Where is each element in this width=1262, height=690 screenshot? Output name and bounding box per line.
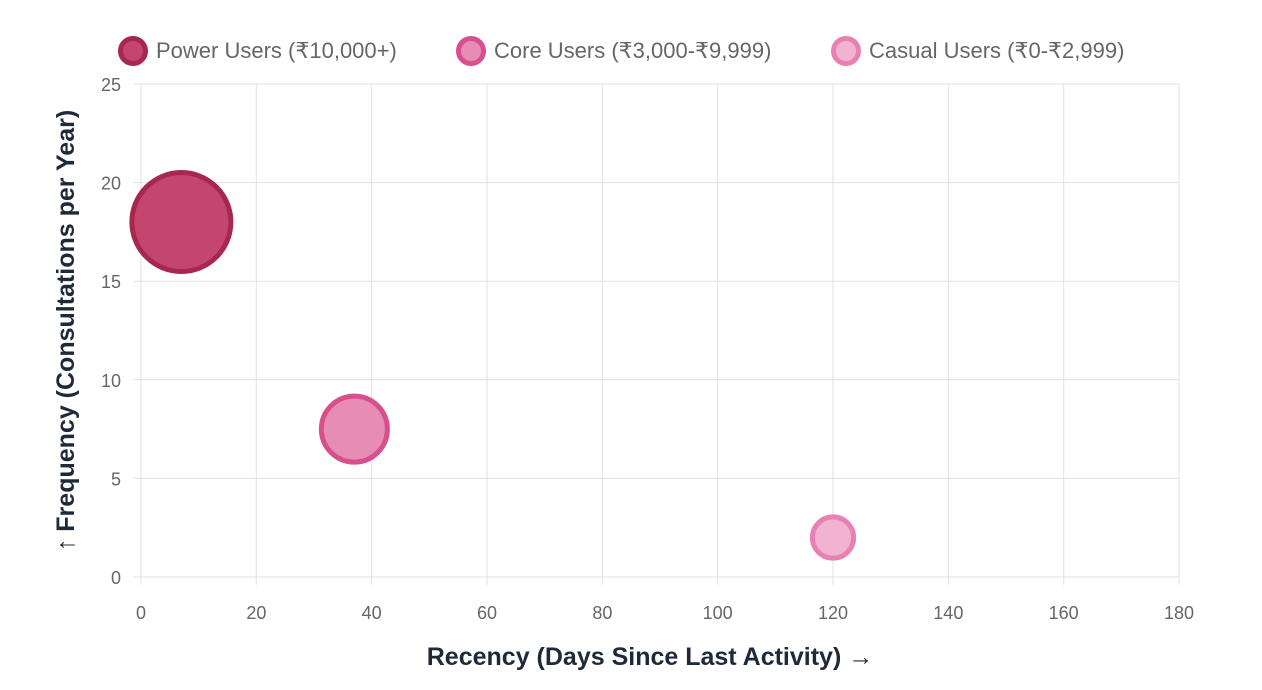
x-tick-label: 180 (1164, 603, 1194, 623)
x-tick-label: 20 (246, 603, 266, 623)
x-tick-label: 80 (592, 603, 612, 623)
y-tick-label: 15 (101, 272, 121, 292)
legend-swatch-casual-users (831, 36, 861, 66)
bubbles (129, 170, 857, 561)
legend-item-power-users[interactable]: Power Users (₹10,000+) (118, 28, 397, 74)
bubble-point[interactable] (809, 514, 857, 561)
x-axis-title: Recency (Days Since Last Activity) → (427, 643, 873, 671)
tick-labels: 0 20 40 60 80 100 120 140 160 180 0 5 10 15 20 25 (101, 75, 1194, 623)
chart-legend: Power Users (₹10,000+) Core Users (₹3,00… (0, 28, 1262, 74)
x-tick-label: 160 (1049, 603, 1079, 623)
bubble-point[interactable] (129, 170, 234, 275)
bubble-point[interactable] (318, 393, 390, 465)
legend-label-casual-users: Casual Users (₹0-₹2,999) (869, 38, 1125, 63)
y-axis-title: ↑ Frequency (Consultations per Year) (52, 110, 80, 551)
x-tick-label: 140 (933, 603, 963, 623)
y-tick-label: 10 (101, 371, 121, 391)
x-tick-label: 60 (477, 603, 497, 623)
x-tick-label: 100 (703, 603, 733, 623)
x-tick-label: 120 (818, 603, 848, 623)
legend-swatch-power-users (118, 36, 148, 66)
legend-item-core-users[interactable]: Core Users (₹3,000-₹9,999) (456, 28, 771, 74)
legend-label-core-users: Core Users (₹3,000-₹9,999) (494, 38, 772, 63)
legend-swatch-core-users (456, 36, 486, 66)
legend-label-power-users: Power Users (₹10,000+) (156, 38, 397, 63)
legend-item-casual-users[interactable]: Casual Users (₹0-₹2,999) (831, 28, 1124, 74)
y-tick-label: 0 (111, 568, 121, 588)
y-tick-label: 5 (111, 469, 121, 489)
y-tick-label: 20 (101, 174, 121, 194)
grid-lines (133, 83, 1180, 585)
y-tick-label: 25 (101, 75, 121, 95)
x-tick-label: 40 (362, 603, 382, 623)
x-tick-label: 0 (136, 603, 146, 623)
